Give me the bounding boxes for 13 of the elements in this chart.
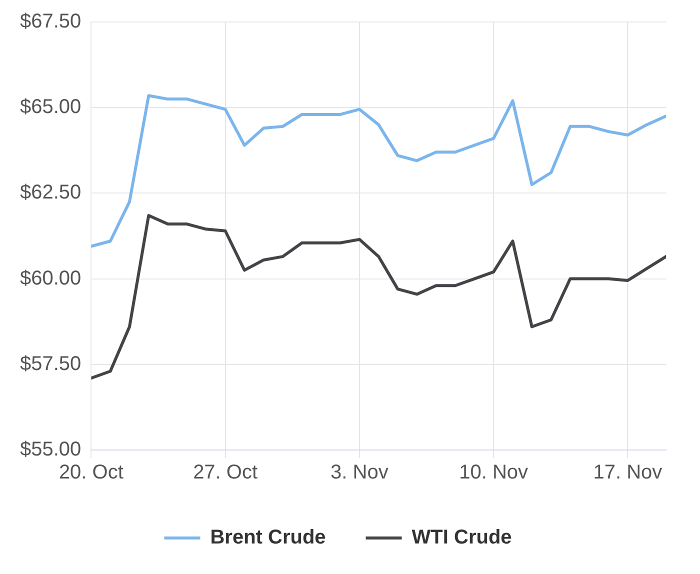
y-tick-label: $67.50 [20,10,82,33]
y-tick-label: $60.00 [20,267,82,290]
x-tick-label: 10. Nov [459,462,528,484]
y-tick-label: $65.00 [20,96,82,118]
y-tick-label: $55.00 [20,438,82,461]
x-tick-label: 17. Nov [593,462,662,484]
x-tick-label: 27. Oct [193,462,258,484]
legend-label: WTI Crude [412,526,512,549]
y-tick-label: $57.50 [20,352,82,375]
x-tick-label: 20. Oct [58,462,124,484]
y-tick-label: $62.50 [20,182,82,204]
x-tick-label: 3. Nov [330,462,388,484]
legend-label: Brent Crude [210,526,326,549]
